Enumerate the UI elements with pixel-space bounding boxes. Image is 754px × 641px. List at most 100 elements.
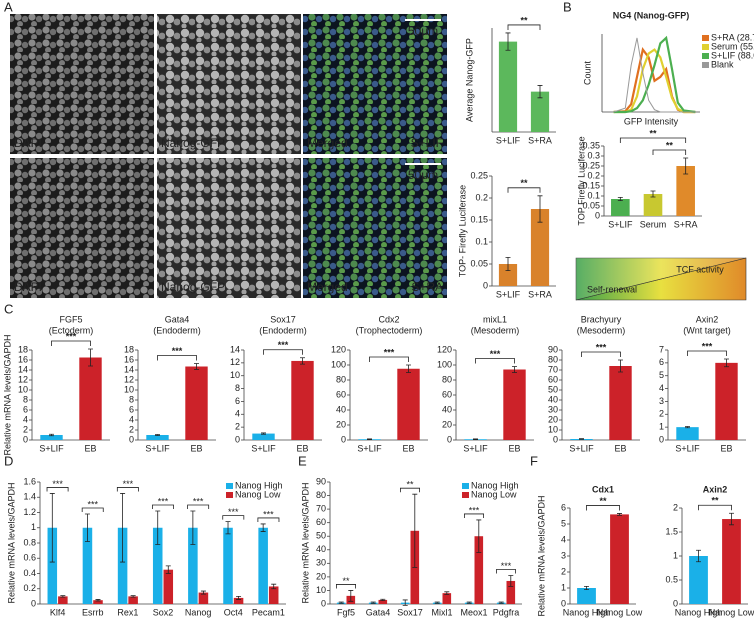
x-tick-label: S+LIF [496,135,521,145]
x-tick-label: Sox17 [397,607,423,617]
bar [163,569,174,604]
legend-swatch [462,483,469,489]
channel-label: Merged [307,136,348,150]
y-tick-label: 5 [561,518,566,528]
y-tick-label: 2 [235,422,240,432]
significance-bracket [475,358,515,364]
significance-bracket [152,504,174,509]
condition-label: S+RA [411,280,443,294]
y-tick-label: 1 [673,550,678,560]
channel-label: Nanog-GFP [161,280,225,294]
y-tick-label: 2 [129,424,134,434]
x-tick-label: S+LIF [463,443,488,453]
significance-label: *** [158,496,169,506]
significance-label: ** [520,15,528,25]
error-bar [49,433,54,437]
y-tick-label: 60 [548,374,558,384]
error-bar [579,438,584,440]
y-tick-label: 7 [659,344,664,354]
y-tick-label: 6 [235,396,240,406]
significance-label: *** [52,479,63,489]
legend-swatch [462,492,469,498]
y-tick-label: 8 [235,383,240,393]
error-bar [300,357,305,365]
y-axis-label: Count [582,61,592,86]
y-tick-label: 14 [230,344,240,354]
significance-label: *** [263,509,274,519]
chart-title: Sox17 [270,314,296,324]
significance-bracket [116,487,139,492]
y-tick-label: 0 [235,434,240,444]
bar [506,580,516,604]
bar [397,368,420,440]
y-tick-label: 2 [23,424,28,434]
legend-swatch [702,35,709,41]
chart-title: FGF5 [59,314,82,324]
panel-label: E [298,453,307,468]
significance-label: *** [490,349,501,359]
significance-bracket [187,504,210,509]
bar [258,527,268,604]
bar [378,599,388,604]
significance-label: ** [649,128,657,138]
y-tick-label: 5 [659,370,664,380]
error-bar [84,513,90,542]
y-tick-label: 60 [316,517,326,527]
y-tick-label: 18 [124,344,134,354]
significance-label: *** [278,340,289,350]
y-tick-label: 4 [235,409,240,419]
y-tick-label: 0 [341,434,346,444]
bar [503,369,526,440]
y-tick-label: 90 [316,476,326,486]
bar [498,264,518,286]
y-tick-label: 40 [336,404,346,414]
y-tick-label: 50 [548,384,558,394]
y-axis-label: Relative mRNA levels/GAPDH [536,495,546,616]
y-tick-label: 100 [437,359,452,369]
legend-swatch [702,44,709,50]
x-tick-label: Pecam1 [252,607,285,617]
error-bar [466,601,472,604]
y-tick-label: 0.05 [582,200,600,210]
chart-subtitle: (Wnt target) [683,325,731,335]
significance-bracket [336,584,356,589]
significance-bracket [51,340,91,346]
bar [40,435,63,440]
error-bar [260,523,266,532]
significance-bracket [257,517,280,522]
y-tick-label: 1 [31,522,36,532]
chart-title: Gata4 [165,314,190,324]
bar [252,433,275,440]
error-bar [696,549,701,563]
x-tick-label: Meox1 [460,607,487,617]
error-bar [729,512,734,526]
error-bar [434,601,440,604]
error-bar [367,438,372,441]
x-tick-label: S+LIF [357,443,382,453]
bar [152,527,163,604]
micrograph [157,158,301,298]
y-tick-label: 10 [18,384,28,394]
x-tick-label: S+RA [528,135,552,145]
y-tick-label: 4 [23,414,28,424]
legend-label: S+LIF (88.0%) [711,50,754,60]
bar [233,597,244,604]
y-tick-label: 3 [659,396,664,406]
significance-label: ** [342,576,350,586]
significance-label: ** [599,496,607,506]
x-tick-label: S+LIF [675,443,700,453]
chart-title: Brachyury [581,314,622,324]
micrograph [303,14,447,154]
y-tick-label: 70 [548,364,558,374]
significance-label: *** [702,341,713,351]
legend-label: Nanog High [235,480,283,490]
y-tick-label: 16 [124,354,134,364]
error-bar [498,601,504,604]
bar [47,527,58,604]
y-tick-label: 0 [321,598,326,608]
x-tick-label: Sox2 [153,607,174,617]
error-bar [155,510,161,545]
error-bar [95,599,101,602]
x-tick-label: Nanog Low [597,607,643,617]
x-tick-label: Mixl1 [431,607,452,617]
